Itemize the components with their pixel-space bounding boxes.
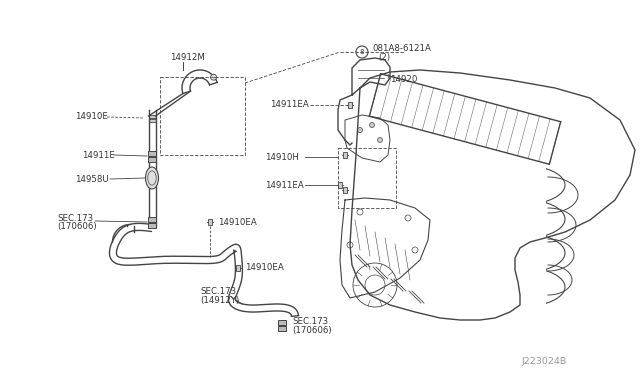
- Bar: [338, 148, 396, 208]
- Circle shape: [358, 128, 362, 132]
- Bar: [148, 157, 156, 161]
- Circle shape: [211, 74, 216, 80]
- Text: SEC.173: SEC.173: [200, 288, 236, 296]
- Bar: [148, 115, 156, 118]
- Text: SEC.173: SEC.173: [57, 214, 93, 222]
- Bar: [148, 119, 156, 122]
- Text: 14920: 14920: [390, 74, 417, 83]
- Ellipse shape: [145, 167, 159, 189]
- Text: 14911E: 14911E: [82, 151, 115, 160]
- Text: 14910E: 14910E: [75, 112, 108, 121]
- Text: 081A8-6121A: 081A8-6121A: [372, 44, 431, 52]
- Text: 14911EA: 14911EA: [270, 99, 308, 109]
- Text: 14910EA: 14910EA: [218, 218, 257, 227]
- Bar: [278, 326, 286, 330]
- Text: SEC.173: SEC.173: [292, 317, 328, 327]
- Text: 14912M: 14912M: [170, 52, 205, 61]
- Bar: [148, 217, 156, 221]
- Bar: [344, 152, 347, 158]
- Text: 8: 8: [360, 49, 364, 55]
- Text: (170606): (170606): [292, 326, 332, 334]
- Bar: [236, 265, 239, 271]
- Text: (14912Y): (14912Y): [200, 295, 239, 305]
- Text: 14958U: 14958U: [75, 174, 109, 183]
- Text: 14910EA: 14910EA: [245, 263, 284, 273]
- Text: J223024B: J223024B: [522, 357, 567, 366]
- Bar: [278, 320, 286, 324]
- Bar: [339, 182, 342, 188]
- Text: 14911EA: 14911EA: [265, 180, 304, 189]
- Bar: [209, 219, 212, 225]
- Bar: [148, 151, 156, 155]
- Bar: [160, 77, 245, 155]
- Bar: [148, 222, 156, 228]
- Text: (2): (2): [378, 52, 390, 61]
- Circle shape: [369, 122, 374, 128]
- Text: 14910H: 14910H: [265, 153, 299, 161]
- Bar: [348, 102, 351, 108]
- Circle shape: [378, 138, 383, 142]
- Bar: [344, 187, 347, 193]
- Text: (170606): (170606): [57, 221, 97, 231]
